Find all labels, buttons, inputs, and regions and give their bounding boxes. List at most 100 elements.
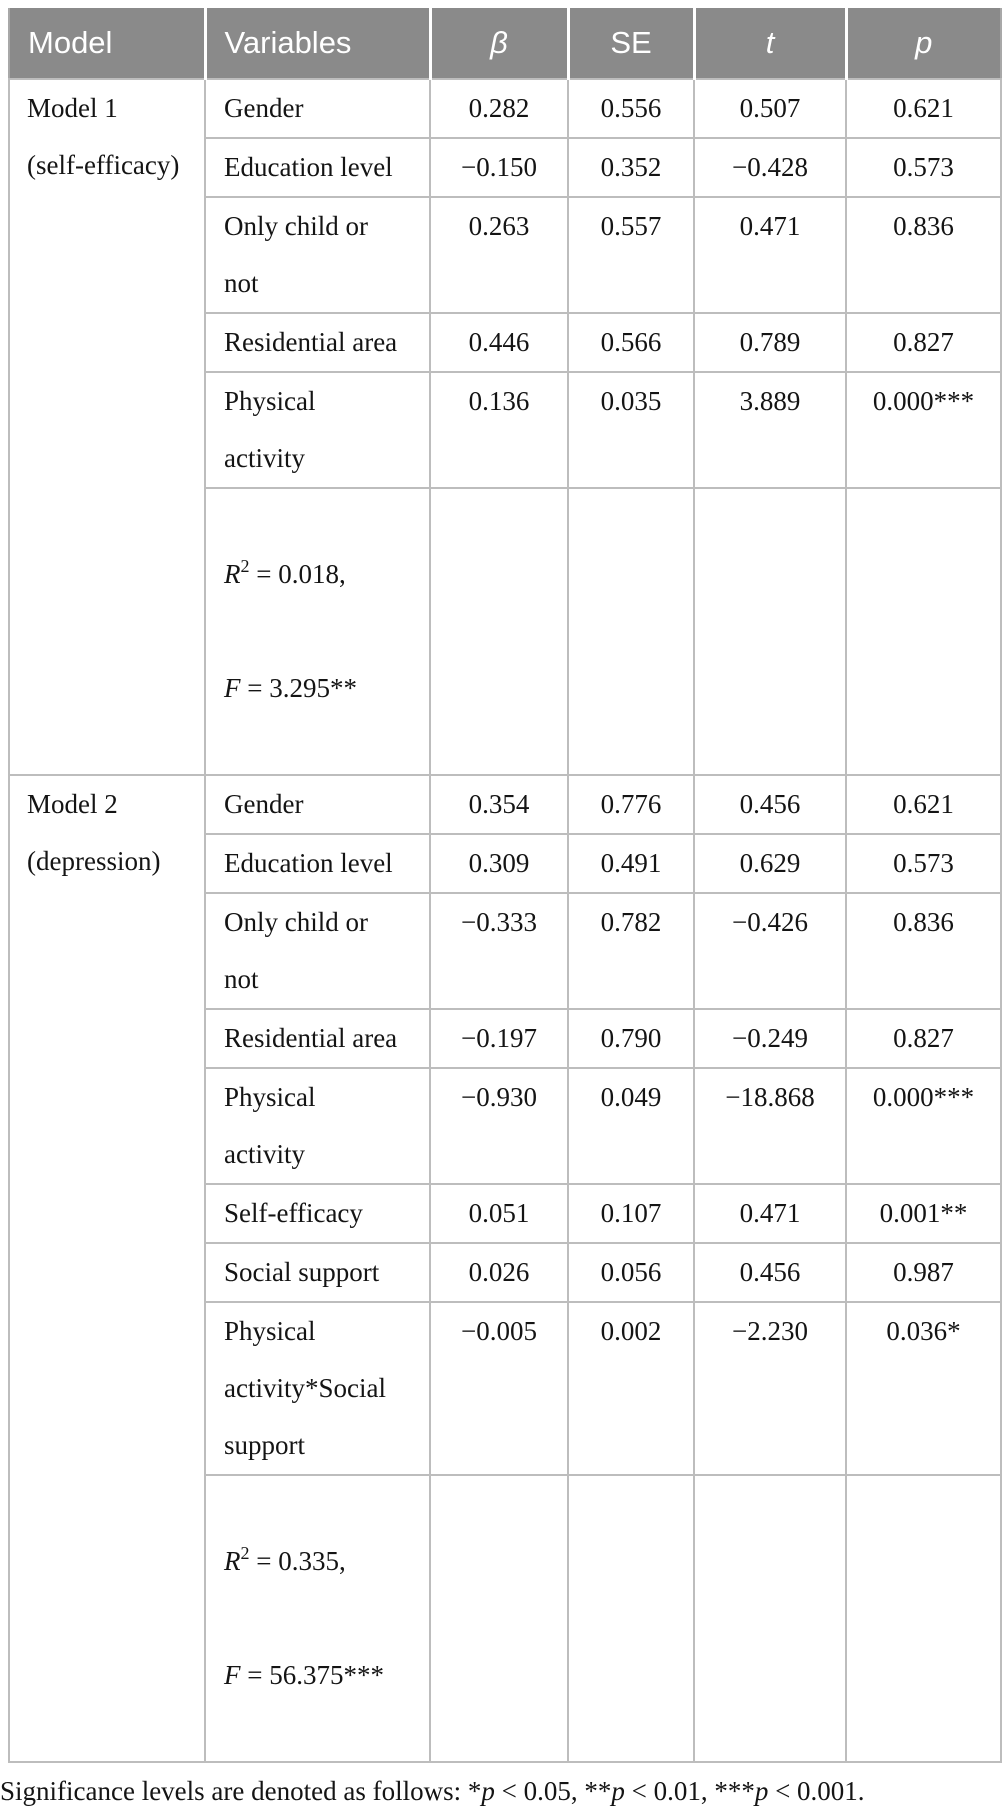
se-cell: 0.107 bbox=[567, 1183, 695, 1244]
se-cell: 0.002 bbox=[567, 1301, 695, 1476]
p-cell: 0.001** bbox=[845, 1183, 1002, 1244]
r-squared-line: R2 = 0.018, bbox=[224, 556, 346, 589]
t-cell: −18.868 bbox=[693, 1067, 847, 1185]
t-cell: 0.507 bbox=[693, 78, 847, 139]
model-2-label: Model 2 (depression) bbox=[8, 774, 206, 1763]
se-cell: 0.352 bbox=[567, 137, 695, 198]
se-cell: 0.491 bbox=[567, 833, 695, 894]
variable-cell: Education level bbox=[204, 833, 431, 894]
model-1-stats: R2 = 0.018, F = 3.295** bbox=[204, 487, 431, 776]
p-cell: 0.036* bbox=[845, 1301, 1002, 1476]
r-squared-line: R2 = 0.335, bbox=[224, 1543, 346, 1576]
p-cell: 0.827 bbox=[845, 312, 1002, 373]
se-cell: 0.790 bbox=[567, 1008, 695, 1069]
table-row: Residential area −0.197 0.790 −0.249 0.8… bbox=[9, 1008, 1002, 1069]
beta-cell: 0.263 bbox=[429, 196, 569, 314]
p-cell: 0.836 bbox=[845, 892, 1002, 1010]
se-cell: 0.049 bbox=[567, 1067, 695, 1185]
header-p: p bbox=[844, 8, 1001, 79]
p-cell: 0.000*** bbox=[845, 371, 1002, 489]
se-cell: 0.056 bbox=[567, 1242, 695, 1303]
table-row: Physical activity*Social support −0.005 … bbox=[9, 1301, 1002, 1476]
header-variables: Variables bbox=[203, 8, 430, 79]
variable-cell: Physical activity*Social support bbox=[204, 1301, 431, 1476]
beta-cell: −0.150 bbox=[429, 137, 569, 198]
table-row: Model 1 (self-efficacy) Gender 0.282 0.5… bbox=[8, 78, 1002, 776]
t-cell: 0.471 bbox=[693, 1183, 847, 1244]
header-t: t bbox=[692, 8, 846, 79]
beta-cell: 0.309 bbox=[429, 833, 569, 894]
page: Model Variables β SE t p Model 1 (self-e… bbox=[8, 8, 1002, 1763]
table-row: Physical activity 0.136 0.035 3.889 0.00… bbox=[9, 371, 1002, 489]
se-cell: 0.566 bbox=[567, 312, 695, 373]
empty-cell bbox=[567, 487, 695, 776]
p-cell: 0.573 bbox=[845, 833, 1002, 894]
empty-cell bbox=[567, 1474, 695, 1763]
t-cell: −0.428 bbox=[693, 137, 847, 198]
se-cell: 0.556 bbox=[567, 78, 695, 139]
se-cell: 0.776 bbox=[567, 774, 695, 835]
se-cell: 0.782 bbox=[567, 892, 695, 1010]
table-row: Model 2 (depression) Gender 0.354 0.776 … bbox=[8, 774, 1002, 1763]
t-cell: −2.230 bbox=[693, 1301, 847, 1476]
header-model: Model bbox=[9, 8, 205, 79]
t-cell: 3.889 bbox=[693, 371, 847, 489]
table-row: Education level 0.309 0.491 0.629 0.573 bbox=[9, 833, 1002, 894]
variable-cell: Physical activity bbox=[204, 1067, 431, 1185]
t-cell: 0.471 bbox=[693, 196, 847, 314]
table-row: Self-efficacy 0.051 0.107 0.471 0.001** bbox=[9, 1183, 1002, 1244]
variable-cell: Residential area bbox=[204, 1008, 431, 1069]
p-cell: 0.987 bbox=[845, 1242, 1002, 1303]
table-row: Physical activity −0.930 0.049 −18.868 0… bbox=[9, 1067, 1002, 1185]
beta-cell: 0.446 bbox=[429, 312, 569, 373]
header-se: SE bbox=[566, 8, 694, 79]
variable-cell: Residential area bbox=[204, 312, 431, 373]
f-stat-line: F = 3.295** bbox=[224, 673, 357, 703]
beta-cell: 0.051 bbox=[429, 1183, 569, 1244]
variable-cell: Gender bbox=[204, 78, 431, 139]
variable-cell: Self-efficacy bbox=[204, 1183, 431, 1244]
empty-cell bbox=[429, 1474, 569, 1763]
table-row: Residential area 0.446 0.566 0.789 0.827 bbox=[9, 312, 1002, 373]
variable-cell: Education level bbox=[204, 137, 431, 198]
beta-cell: −0.197 bbox=[429, 1008, 569, 1069]
t-cell: 0.456 bbox=[693, 774, 847, 835]
model-2-stats: R2 = 0.335, F = 56.375*** bbox=[204, 1474, 431, 1763]
t-cell: 0.629 bbox=[693, 833, 847, 894]
f-stat-line: F = 56.375*** bbox=[224, 1660, 384, 1690]
beta-cell: 0.136 bbox=[429, 371, 569, 489]
regression-table: Model Variables β SE t p Model 1 (self-e… bbox=[8, 8, 1002, 1763]
table-row: Social support 0.026 0.056 0.456 0.987 bbox=[9, 1242, 1002, 1303]
empty-cell bbox=[693, 1474, 847, 1763]
p-cell: 0.621 bbox=[845, 78, 1002, 139]
beta-cell: −0.333 bbox=[429, 892, 569, 1010]
header-row: Model Variables β SE t p bbox=[9, 8, 1001, 79]
beta-cell: 0.026 bbox=[429, 1242, 569, 1303]
empty-cell bbox=[845, 1474, 1002, 1763]
table-row: Education level −0.150 0.352 −0.428 0.57… bbox=[9, 137, 1002, 198]
beta-cell: 0.354 bbox=[429, 774, 569, 835]
significance-footnote: Significance levels are denoted as follo… bbox=[0, 1776, 865, 1806]
beta-cell: 0.282 bbox=[429, 78, 569, 139]
p-cell: 0.836 bbox=[845, 196, 1002, 314]
p-cell: 0.621 bbox=[845, 774, 1002, 835]
variable-cell: Only child or not bbox=[204, 196, 431, 314]
empty-cell bbox=[845, 487, 1002, 776]
se-cell: 0.557 bbox=[567, 196, 695, 314]
table-row: Only child or not −0.333 0.782 −0.426 0.… bbox=[9, 892, 1002, 1010]
beta-cell: −0.930 bbox=[429, 1067, 569, 1185]
empty-cell bbox=[693, 487, 847, 776]
p-cell: 0.000*** bbox=[845, 1067, 1002, 1185]
model-1-label: Model 1 (self-efficacy) bbox=[8, 78, 206, 776]
p-cell: 0.827 bbox=[845, 1008, 1002, 1069]
se-cell: 0.035 bbox=[567, 371, 695, 489]
t-cell: 0.456 bbox=[693, 1242, 847, 1303]
variable-cell: Social support bbox=[204, 1242, 431, 1303]
t-cell: 0.789 bbox=[693, 312, 847, 373]
variable-cell: Gender bbox=[204, 774, 431, 835]
t-cell: −0.426 bbox=[693, 892, 847, 1010]
table-row: Only child or not 0.263 0.557 0.471 0.83… bbox=[9, 196, 1002, 314]
p-cell: 0.573 bbox=[845, 137, 1002, 198]
header-beta: β bbox=[428, 8, 568, 79]
t-cell: −0.249 bbox=[693, 1008, 847, 1069]
